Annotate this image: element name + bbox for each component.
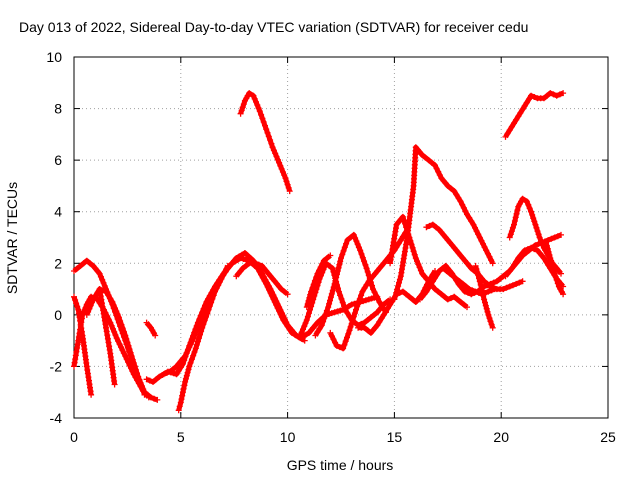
- series-arc-y: [543, 239, 567, 298]
- series-arc-e: [96, 286, 118, 388]
- series-arc-h: [160, 250, 308, 378]
- series-markers: [71, 293, 95, 398]
- series-arc-v: [417, 231, 564, 303]
- series-markers: [237, 90, 293, 195]
- series-markers: [83, 286, 148, 398]
- series-markers: [233, 260, 291, 298]
- y-axis-label: SDTVAR / TECUs: [4, 182, 20, 294]
- series-markers: [391, 144, 496, 303]
- series-markers: [327, 226, 411, 352]
- y-tick-label: -2: [50, 358, 63, 374]
- plot-frame: [73, 56, 609, 419]
- y-tick-label: 0: [54, 307, 62, 323]
- series-arc-o: [312, 231, 389, 339]
- axis-ticks: 0 5 10 15 20 25 -4 -2 0 2 4 6 8 10: [46, 49, 616, 445]
- series-arc-m: [303, 252, 334, 311]
- series-arc-k: [233, 260, 291, 298]
- series-arc-u: [472, 262, 496, 331]
- x-tick-label: 15: [387, 429, 403, 445]
- grid: [74, 57, 608, 418]
- series-markers: [143, 319, 159, 339]
- y-tick-label: -4: [50, 410, 63, 426]
- series-markers: [303, 252, 334, 311]
- series-arc-z: [502, 90, 567, 140]
- x-tick-label: 5: [177, 429, 185, 445]
- series-markers: [387, 213, 470, 311]
- series-markers: [472, 262, 496, 331]
- series-arc-c: [71, 293, 95, 398]
- series-trace: [238, 90, 293, 192]
- series-arc-q: [387, 213, 470, 311]
- chart-title: Day 013 of 2022, Sidereal Day-to-day VTE…: [19, 19, 528, 35]
- series-markers: [160, 250, 308, 378]
- x-tick-label: 20: [493, 429, 509, 445]
- x-tick-label: 10: [280, 429, 296, 445]
- y-tick-label: 8: [54, 101, 62, 117]
- series-markers: [175, 262, 231, 414]
- series-arc-j: [237, 90, 293, 195]
- y-tick-label: 10: [46, 49, 62, 65]
- y-tick-label: 4: [54, 204, 62, 220]
- series-arc-f: [143, 319, 159, 339]
- y-tick-label: 6: [54, 152, 62, 168]
- series-arc-i: [175, 262, 231, 414]
- series-arc-d: [83, 286, 148, 398]
- series-markers: [543, 239, 567, 298]
- x-tick-label: 25: [600, 429, 616, 445]
- series-markers: [312, 231, 389, 339]
- x-axis-label: GPS time / hours: [287, 457, 394, 473]
- x-tick-label: 0: [70, 429, 78, 445]
- series-markers: [96, 286, 118, 388]
- series-markers: [502, 90, 567, 140]
- y-tick-label: 2: [54, 255, 62, 271]
- data-series: [71, 90, 567, 414]
- series-arc-r: [391, 144, 496, 303]
